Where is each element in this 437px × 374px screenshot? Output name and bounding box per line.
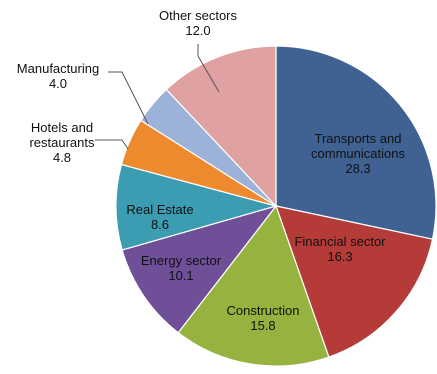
leader-line-other-sectors [197, 44, 220, 93]
slice-name-label: restaurants [29, 135, 95, 150]
leader-line-manufacturing [108, 71, 149, 125]
slice-label-other-sectors: Other sectors 12.0 [159, 8, 238, 38]
pie-slice-real-estate [115, 163, 279, 251]
slice-value-label: 12.0 [185, 23, 210, 38]
slice-label-real-estate: Real Estate 8.6 [126, 202, 193, 232]
slice-value-label: 10.1 [168, 268, 193, 283]
slice-value-label: 4.8 [53, 150, 71, 165]
pie-slices-group [115, 45, 437, 367]
slice-value-label: 28.3 [345, 161, 370, 176]
slice-label-transports-and-communications: Transports and communications 28.3 [311, 131, 405, 176]
leader-line-hotels-and-restaurants [95, 139, 129, 150]
slice-name-label: Real Estate [126, 202, 193, 217]
slice-name-label: Transports and [315, 131, 402, 146]
slice-label-financial-sector: Financial sector 16.3 [294, 234, 386, 264]
slice-name-label: Energy sector [141, 253, 222, 268]
slice-value-label: 15.8 [250, 318, 275, 333]
pie-slice-construction [177, 204, 330, 367]
slice-name-label: Construction [227, 303, 300, 318]
slice-value-label: 4.0 [49, 76, 67, 91]
slice-label-energy-sector: Energy sector 10.1 [141, 253, 222, 283]
slice-label-hotels-and-restaurants: Hotels and restaurants 4.8 [29, 120, 95, 165]
slice-value-label: 16.3 [327, 249, 352, 264]
slice-name-label: communications [311, 146, 405, 161]
slice-label-manufacturing: Manufacturing 4.0 [17, 61, 99, 91]
pie-labels-group: Transports and communications 28.3 Financia… [17, 8, 406, 333]
pie-slice-other-sectors [165, 45, 277, 208]
slice-name-label: Other sectors [159, 8, 238, 23]
slice-label-construction: Construction 15.8 [227, 303, 300, 333]
pie-slice-financial-sector [275, 205, 434, 358]
slice-value-label: 8.6 [151, 217, 169, 232]
pie-slice-energy-sector [121, 204, 278, 334]
leader-lines-group [95, 44, 220, 150]
slice-name-label: Hotels and [31, 120, 93, 135]
slice-name-label: Financial sector [294, 234, 386, 249]
pie-slice-transports-and-communications [275, 45, 437, 240]
slice-name-label: Manufacturing [17, 61, 99, 76]
